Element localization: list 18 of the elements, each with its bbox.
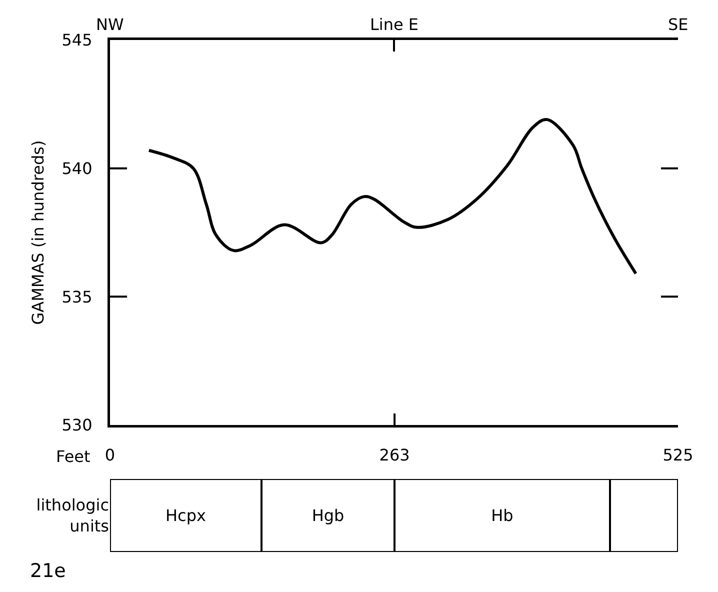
y-tick-label: 545	[62, 30, 92, 50]
text: SE	[668, 15, 688, 34]
line-series	[147, 118, 638, 276]
y-tick-label: 540	[62, 158, 92, 178]
x-tick-label: 525	[662, 446, 694, 465]
x-tick-label: 0	[104, 446, 116, 465]
series-label: Hb	[491, 506, 514, 525]
series-label: Hgb	[312, 506, 344, 525]
text: 21e	[30, 560, 66, 582]
series-label: Hcpx	[166, 506, 206, 525]
y-axis-title: GAMMAS (in hundreds)	[28, 140, 48, 325]
text: Line E	[370, 15, 419, 34]
y-tick-label: lithologic units	[36, 496, 109, 536]
x-axis-title: Feet	[56, 447, 90, 466]
text: NW	[96, 15, 124, 34]
y-tick-label: 535	[62, 287, 92, 306]
y-tick-label: 530	[62, 416, 92, 435]
x-tick-label: 263	[379, 446, 410, 465]
